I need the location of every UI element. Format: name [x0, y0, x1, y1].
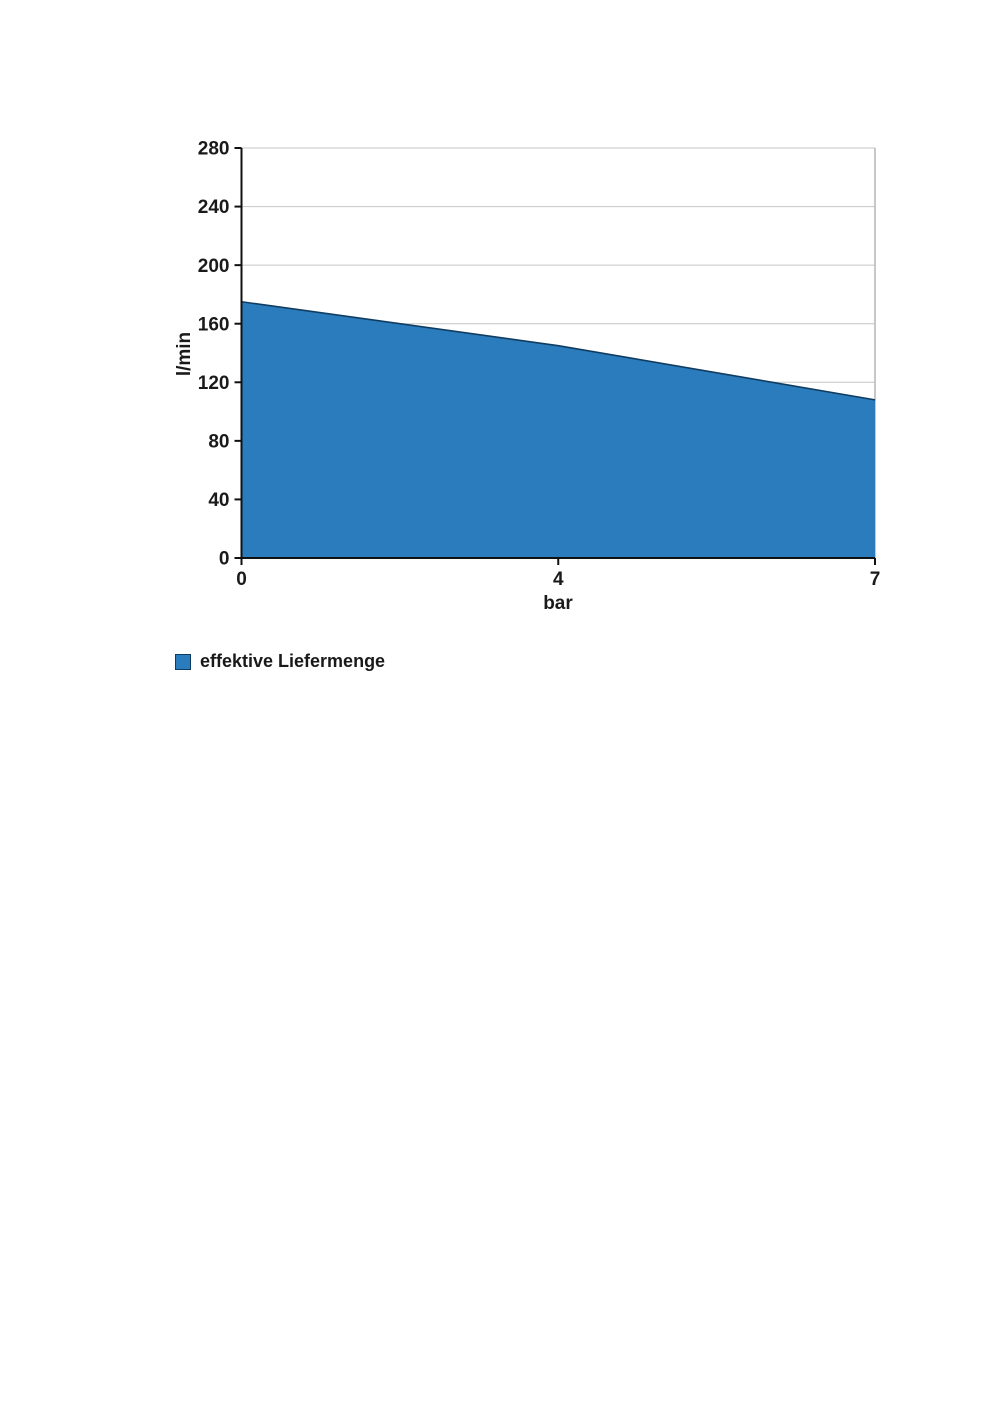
legend-label: effektive Liefermenge [200, 651, 386, 671]
x-tick-label: 4 [553, 569, 564, 590]
y-tick-label: 120 [198, 373, 230, 394]
x-tick-label: 7 [870, 569, 881, 590]
area-chart: 0 40 80 120 160 200 240 280 0 4 7 [198, 139, 881, 590]
legend-swatch-icon [175, 653, 191, 670]
series-line [241, 300, 876, 401]
y-tick-label: 280 [198, 139, 230, 160]
x-axis-title: bar [543, 593, 573, 614]
y-tick-label: 160 [198, 314, 230, 335]
area-series [241, 301, 875, 558]
y-tick-label: 40 [208, 490, 229, 511]
y-tick-label: 200 [198, 256, 230, 277]
x-tick-label: 0 [236, 569, 247, 590]
y-tick-label: 240 [198, 197, 230, 218]
legend: effektive Liefermenge [175, 651, 385, 672]
y-tick-label: 0 [219, 549, 230, 570]
y-tick-label: 80 [208, 432, 229, 453]
